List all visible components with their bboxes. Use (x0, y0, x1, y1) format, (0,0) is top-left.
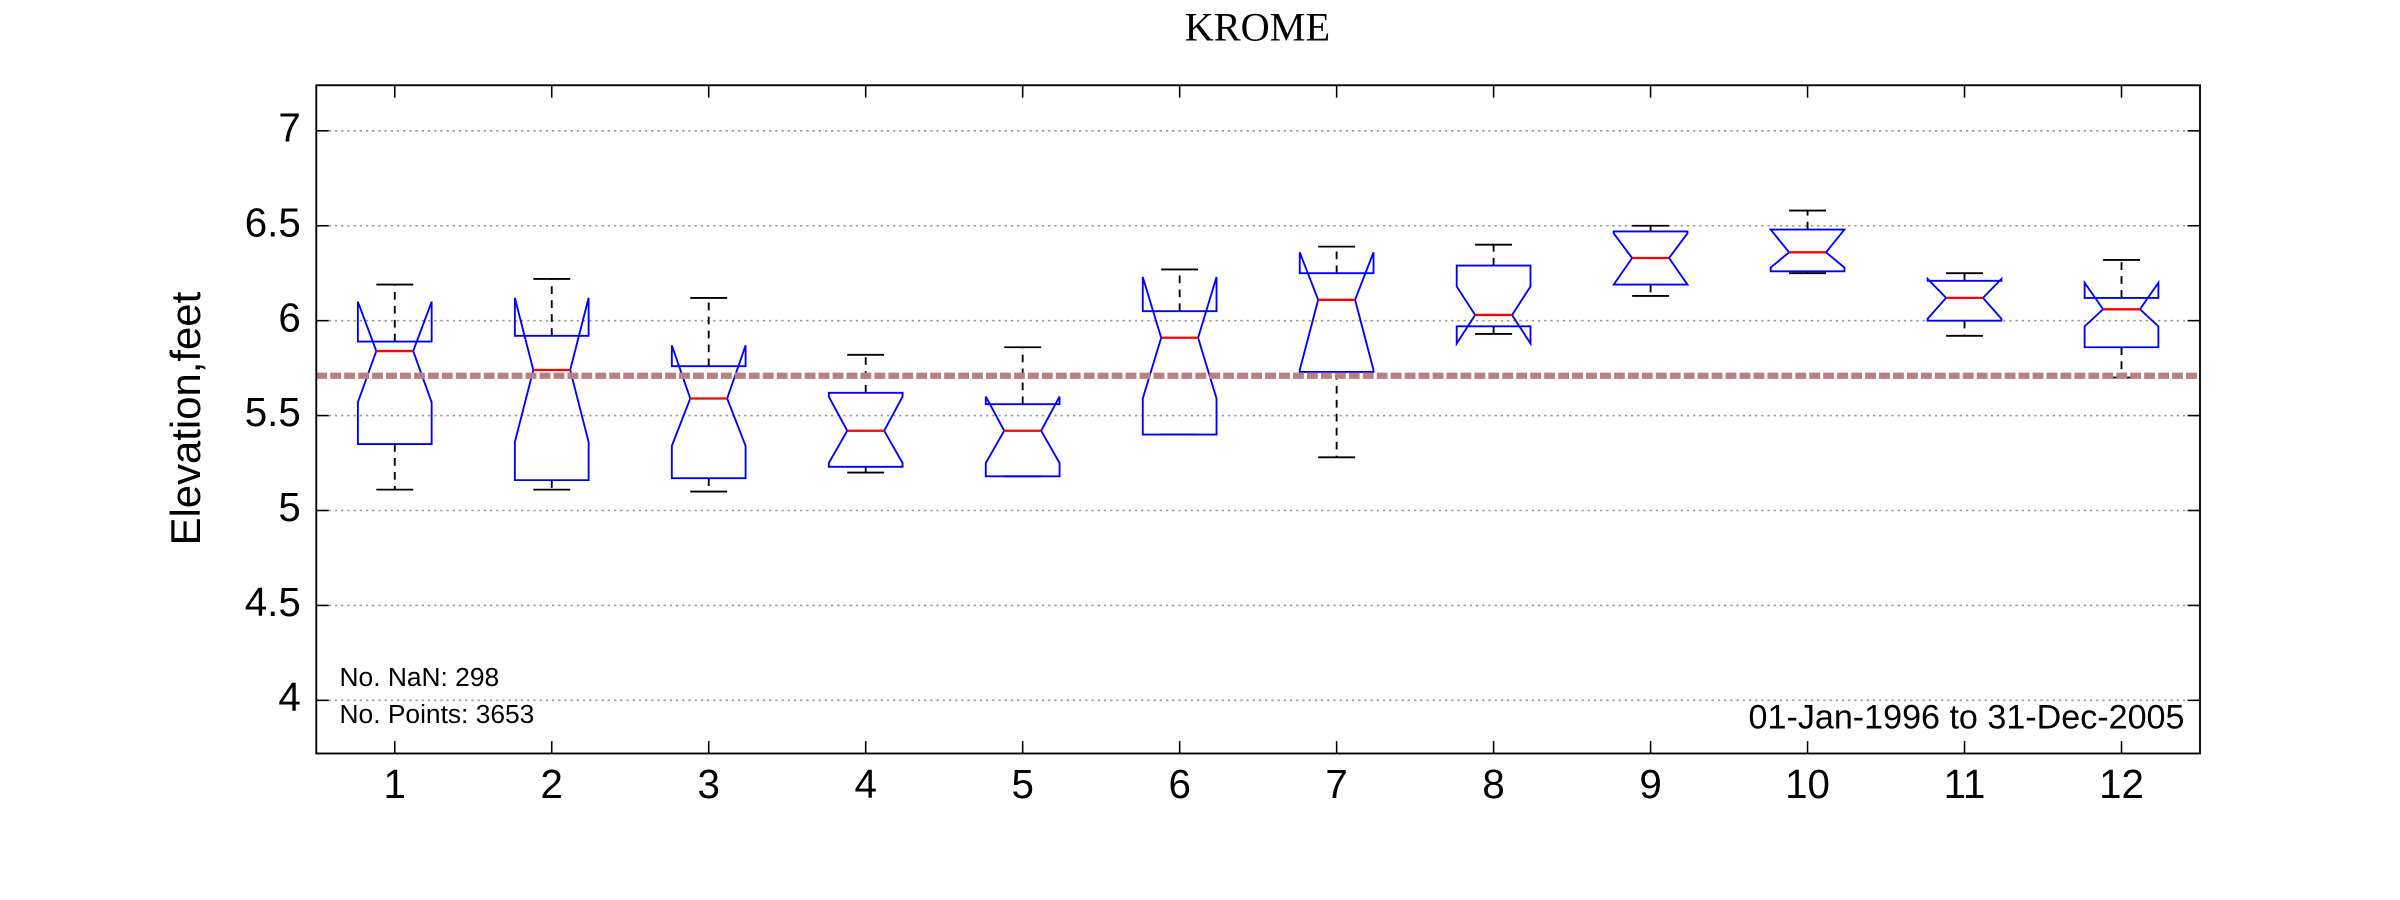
y-tick-label: 7 (278, 105, 300, 150)
y-tick-label: 5 (278, 485, 300, 530)
y-axis-label: Elevation,feet (162, 291, 209, 545)
y-tick-label: 4.5 (245, 580, 301, 625)
y-tick-label: 6 (278, 295, 300, 340)
plot-frame (315, 84, 2201, 755)
box (1141, 276, 1218, 436)
x-tick-label: 8 (1482, 762, 1504, 807)
x-tick-label: 5 (1011, 762, 1033, 807)
annotation: No. Points: 3653 (340, 699, 535, 729)
x-tick-label: 9 (1639, 762, 1661, 807)
x-tick-label: 1 (384, 762, 406, 807)
annotation: No. NaN: 298 (340, 662, 500, 692)
box (1298, 251, 1375, 373)
box (513, 297, 590, 482)
x-tick-label: 10 (1785, 762, 1830, 807)
x-tick-label: 6 (1168, 762, 1190, 807)
box (2083, 279, 2160, 349)
x-tick-label: 2 (541, 762, 563, 807)
x-tick-label: 3 (698, 762, 720, 807)
box (1926, 276, 2003, 322)
y-tick-label: 5.5 (245, 390, 301, 435)
annotation: 01-Jan-1996 to 31-Dec-2005 (1749, 698, 2185, 736)
x-tick-label: 12 (2099, 762, 2144, 807)
box (1768, 228, 1847, 273)
x-tick-label: 11 (1944, 762, 1986, 807)
box (1455, 264, 1532, 347)
y-tick-label: 6.5 (245, 200, 301, 245)
box (670, 345, 747, 480)
x-tick-label: 7 (1325, 762, 1347, 807)
box (984, 396, 1061, 478)
y-tick-label: 4 (278, 675, 300, 720)
x-tick-label: 4 (854, 762, 876, 807)
box (1611, 230, 1690, 286)
box (827, 391, 904, 468)
chart-title: KROME (1185, 4, 1331, 49)
box (356, 301, 433, 445)
